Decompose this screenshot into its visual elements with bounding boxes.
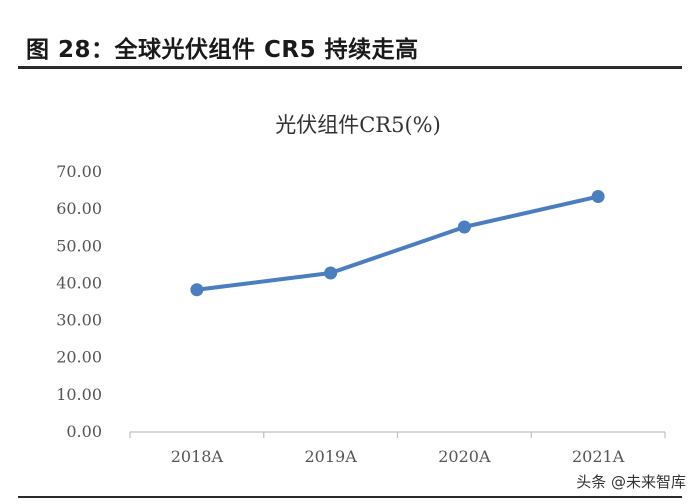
- y-tick-labels: 0.00 10.00 20.00 30.00 40.00 50.00 60.00 70.00: [56, 162, 102, 441]
- x-tick-label: 2020A: [438, 447, 491, 466]
- y-tick-label: 10.00: [56, 385, 102, 404]
- x-tick-label: 2018A: [171, 447, 224, 466]
- watermark: 头条 @未来智库: [576, 471, 686, 492]
- line-chart: 光伏组件CR5(%) 0.00 10.00 20.00 30.00 40.00 50.00…: [56, 113, 666, 466]
- x-tick-label: 2019A: [304, 447, 357, 466]
- y-tick-label: 20.00: [56, 348, 102, 367]
- y-tick-label: 70.00: [56, 162, 102, 181]
- y-tick-label: 40.00: [56, 273, 102, 292]
- chart-title: 光伏组件CR5(%): [275, 113, 441, 137]
- y-tick-label: 30.00: [56, 311, 102, 330]
- x-tick-labels: 2018A 2019A 2020A 2021A: [171, 447, 625, 466]
- axis-layer: [129, 431, 666, 438]
- data-point: [591, 190, 605, 204]
- data-point: [190, 283, 204, 297]
- data-point: [457, 220, 471, 234]
- y-tick-label: 0.00: [66, 422, 102, 441]
- series-layer: [190, 190, 605, 297]
- series-line: [194, 194, 601, 292]
- y-tick-label: 60.00: [56, 199, 102, 218]
- figure-title: 图 28：全球光伏组件 CR5 持续走高: [26, 37, 419, 63]
- top-rule: [18, 66, 682, 69]
- y-tick-label: 50.00: [56, 236, 102, 255]
- bottom-rule: [18, 496, 682, 498]
- x-tick-label: 2021A: [572, 447, 625, 466]
- data-point: [324, 266, 338, 280]
